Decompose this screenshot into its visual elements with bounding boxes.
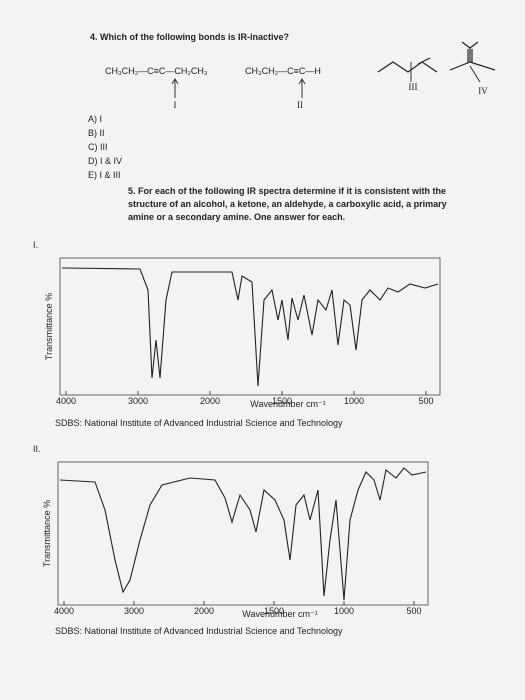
choice: B) II [88,128,105,138]
molecule-label: III [409,82,418,92]
choice: C) III [88,142,108,152]
x-tick-label: 500 [418,396,433,406]
spectrum-frame [59,257,441,396]
x-tick-label: 4000 [54,606,74,616]
skeletal-structure [377,57,438,73]
x-tick-label: 1000 [334,606,354,616]
choices: A) I B) II C) III D) I & IV E) I & III [88,114,122,180]
arrow-head [298,78,306,85]
molecule-label: II [297,100,303,110]
x-axis-label: Wavenumber cm⁻¹ [242,609,317,619]
source: SDBS: National Institute of Advanced Ind… [55,418,343,428]
x-tick-label: 1000 [344,396,364,406]
x-tick-label: 1500 [264,606,284,616]
molecule-label: I [174,100,177,110]
x-tick-label: 2000 [194,606,214,616]
choice: D) I & IV [88,156,122,166]
molecule-label: IV [478,86,488,96]
spectrum-trace [59,467,427,601]
y-axis-label: Transmittance % [42,500,52,567]
x-tick-label: 2000 [200,396,220,406]
x-tick-label: 3000 [128,396,148,406]
spectrum: I. 4000 3000 2000 1500 1000 500 Wavenumber cm⁻¹… [33,240,441,428]
choice: E) I & III [88,170,121,180]
spectrum-label: I. [33,240,38,250]
x-tick-label: 4000 [56,396,76,406]
skeletal-structure [449,41,496,71]
x-tick-label: 3000 [124,606,144,616]
x-axis-label: Wavenumber cm⁻¹ [250,399,325,409]
q4-title: 4. Which of the following bonds is IR-in… [90,32,289,42]
x-tick-label: 1500 [272,396,292,406]
spectrum: II. 4000 3000 2000 1500 1000 500 Wavenumber cm⁻… [33,444,429,636]
spectrum-frame [57,461,429,606]
arrow-head [171,78,179,85]
molecule: CH₃CH₂—C≡C—H [245,66,321,76]
arrow [469,65,481,83]
x-tick-label: 500 [406,606,421,616]
q5-text: 5. For each of the following IR spectra … [128,186,447,222]
y-axis-label: Transmittance % [44,293,54,360]
choice: A) I [88,114,102,124]
spectrum-trace [61,267,439,387]
source: SDBS: National Institute of Advanced Ind… [55,626,343,636]
spectrum-label: II. [33,444,41,454]
molecule: CH₃CH₂—C≡C—CH₂CH₃ [105,66,208,76]
